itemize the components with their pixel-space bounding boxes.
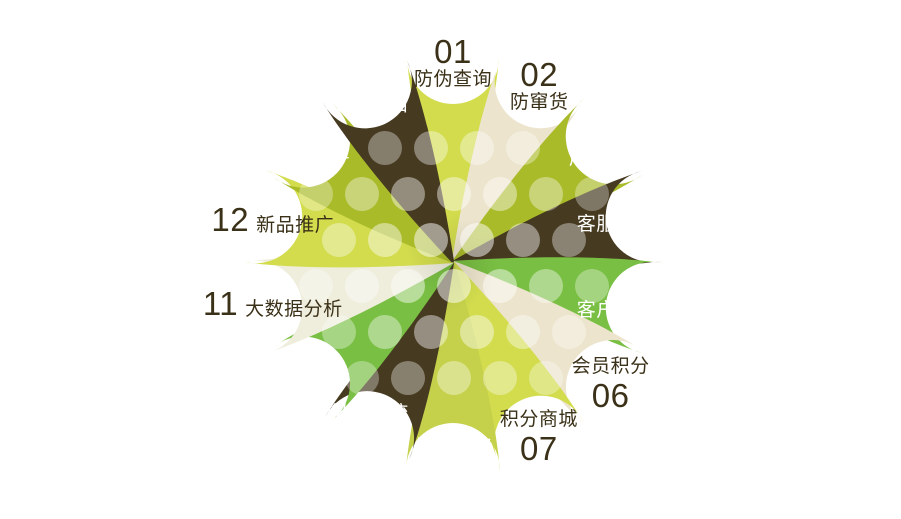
overlay-dot	[368, 315, 402, 349]
overlay-dot	[345, 269, 379, 303]
petal-number-10: 10	[292, 368, 331, 406]
overlay-dot	[483, 177, 517, 211]
overlay-dot	[483, 361, 517, 395]
petal-label-14: 14 OTO端口	[328, 60, 409, 116]
petal-label-12: 12 新品推广	[211, 201, 335, 239]
overlay-dot	[575, 269, 609, 303]
overlay-dot	[506, 131, 540, 165]
petal-number-03: 03	[589, 111, 627, 149]
petal-number-11: 11	[202, 284, 239, 322]
petal-number-08: 08	[434, 457, 472, 495]
petal-label-10: CRM 10	[288, 347, 334, 406]
petal-03[interactable]: 03 产品溯源	[452, 98, 644, 263]
petal-label-09: 微信引流 09	[331, 404, 409, 460]
petal-label-13: 13 品牌推广	[272, 119, 350, 175]
overlay-dot	[345, 361, 379, 395]
overlay-dot	[460, 131, 494, 165]
petal-13[interactable]: 13 品牌推广	[273, 104, 454, 263]
overlay-dot	[391, 269, 425, 303]
overlay-dot	[552, 223, 586, 257]
overlay-dot-field	[299, 131, 609, 395]
petal-label-03: 03 产品溯源	[569, 113, 647, 169]
overlay-dot	[414, 131, 448, 165]
petal-04[interactable]: 04 客服中心	[452, 171, 663, 267]
overlay-dot	[529, 361, 563, 395]
overlay-dot	[529, 269, 563, 303]
petal-label-04: 客服中心 04	[577, 201, 700, 237]
overlay-dot	[414, 315, 448, 349]
overlay-dot	[322, 315, 356, 349]
petal-name-04: 客服中心	[576, 214, 655, 236]
petal-14[interactable]: 14 OTO端口	[322, 60, 455, 263]
overlay-dot	[506, 315, 540, 349]
overlay-dot	[368, 223, 402, 257]
petal-11[interactable]: 11 大数据分析	[244, 256, 454, 354]
petal-name-12: 新品推广	[256, 215, 335, 237]
overlay-dot	[391, 177, 425, 211]
overlay-dot	[437, 361, 471, 395]
petal-name-13: 品牌推广	[272, 153, 351, 175]
overlay-dot	[483, 269, 517, 303]
petal-number-13: 13	[292, 118, 331, 156]
petal-08[interactable]: 08 促销抽奖	[406, 262, 500, 470]
petal-name-10: CRM	[288, 347, 334, 369]
overlay-dot	[460, 315, 494, 349]
petal-10[interactable]: 10 CRM	[273, 261, 454, 420]
overlay-dot	[437, 269, 471, 303]
petal-number-14: 14	[349, 59, 388, 97]
overlay-dot	[506, 223, 540, 257]
petal-label-05: 客户调研 05	[577, 287, 700, 323]
overlay-dot	[437, 177, 471, 211]
petal-09[interactable]: 09 微信引流	[324, 261, 455, 459]
petal-number-09: 09	[351, 423, 389, 461]
petal-name-03: 产品溯源	[568, 147, 647, 169]
petal-name-05: 客户调研	[576, 299, 655, 321]
petal-name-08: 促销抽奖	[413, 436, 493, 458]
overlay-dot	[414, 223, 448, 257]
overlay-dot	[322, 223, 356, 257]
overlay-dot	[529, 177, 563, 211]
petal-number-05: 05	[661, 285, 700, 323]
petal-name-07: 积分商城	[499, 409, 578, 431]
petal-label-06: 会员积分 06	[572, 357, 650, 413]
petal-01[interactable]: 01 防伪查询	[407, 58, 499, 262]
petal-06[interactable]: 06 会员积分	[452, 261, 642, 425]
overlay-dot	[552, 315, 586, 349]
petal-number-06: 06	[591, 376, 630, 414]
petal-number-07: 07	[520, 429, 558, 467]
overlay-dot	[345, 177, 379, 211]
petal-label-02: 02 防窜货	[510, 57, 569, 113]
petal-label-01: 01 防伪查询	[414, 34, 492, 90]
overlay-dot	[575, 177, 609, 211]
petal-12[interactable]: 12 新品推广	[244, 170, 454, 268]
overlay-dot	[299, 269, 333, 303]
petal-label-08: 促销抽奖 08	[413, 436, 493, 495]
petal-number-04: 04	[661, 200, 700, 238]
petal-02[interactable]: 02 防窜货	[451, 62, 583, 263]
petal-name-06: 会员积分	[571, 356, 650, 378]
overlay-dot	[299, 177, 333, 211]
petal-label-11: 11 大数据分析	[203, 286, 343, 322]
overlay-dot	[391, 361, 425, 395]
petal-name-14: OTO端口	[327, 94, 409, 116]
overlay-dot	[460, 223, 494, 257]
petal-label-07: 积分商城 07	[499, 409, 578, 467]
overlay-dot	[368, 131, 402, 165]
petal-name-02: 防窜货	[510, 91, 569, 113]
petal-number-12: 12	[211, 201, 250, 239]
petal-name-11: 大数据分析	[245, 298, 343, 320]
petal-number-01: 01	[434, 32, 472, 70]
petal-number-02: 02	[520, 56, 559, 94]
petal-name-09: 微信引流	[330, 403, 409, 425]
petal-name-01: 防伪查询	[413, 68, 493, 90]
